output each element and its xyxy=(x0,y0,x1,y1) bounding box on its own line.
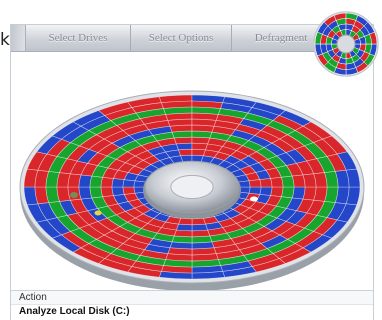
cluster-block xyxy=(94,210,102,216)
logo-hub xyxy=(336,34,356,54)
cluster-block xyxy=(270,176,284,188)
cluster-block xyxy=(180,154,193,163)
cluster-block xyxy=(122,186,136,195)
cluster-block xyxy=(259,186,273,196)
action-panel: Action Analyze Local Disk (C:) xyxy=(11,290,373,320)
action-header: Action xyxy=(11,291,373,305)
cluster-block xyxy=(178,148,193,157)
disk-visualization xyxy=(11,52,373,291)
cluster-block xyxy=(248,179,262,188)
action-item-analyze[interactable]: Analyze Local Disk (C:) xyxy=(19,306,130,317)
cluster-block xyxy=(175,223,193,232)
tab-select-drives[interactable]: Select Drives xyxy=(26,25,131,51)
cluster-block xyxy=(70,192,78,198)
cluster-block xyxy=(259,178,273,188)
app-logo-icon xyxy=(313,11,379,77)
step-toolbar: Select Drives Select Options Defragment xyxy=(11,25,373,52)
cluster-block xyxy=(191,217,206,226)
defrag-window: Select Drives Select Options Defragment … xyxy=(10,24,374,320)
tab-select-options[interactable]: Select Options xyxy=(131,25,232,51)
cluster-block xyxy=(100,176,114,188)
cluster-block xyxy=(191,223,209,232)
cluster-block xyxy=(250,196,258,202)
cluster-block xyxy=(111,186,125,196)
cluster-block xyxy=(175,142,193,151)
cluster-block xyxy=(191,142,209,151)
edge-fragment-text: k xyxy=(0,30,10,50)
spindle-cap xyxy=(170,174,214,200)
cluster-block xyxy=(100,186,114,198)
toolbar-grip xyxy=(11,25,26,51)
cluster-block xyxy=(270,186,284,198)
cluster-block xyxy=(111,178,125,188)
disk-platter-graphic xyxy=(19,90,365,291)
disk-cluster-map xyxy=(23,94,361,280)
